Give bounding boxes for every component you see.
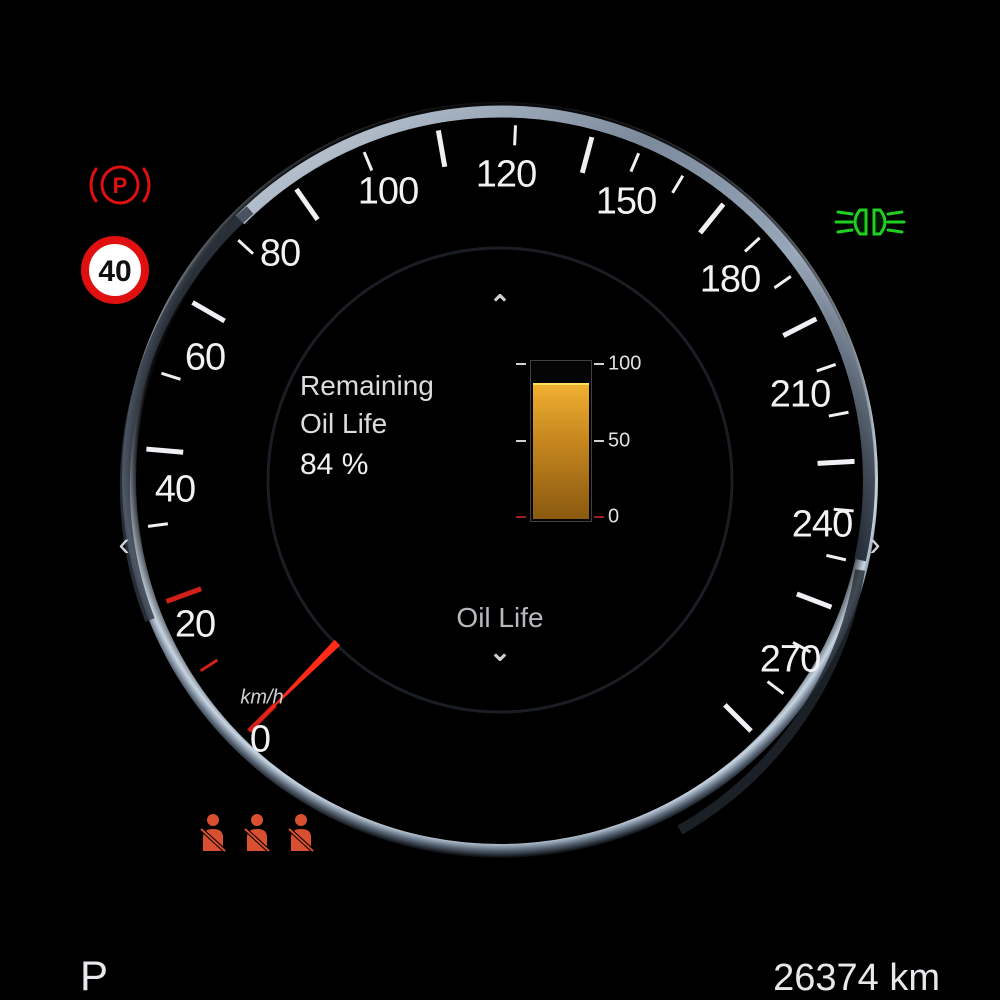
speed-mark-240: 240 [792,504,852,547]
exterior-lights-icon [830,200,910,244]
oil-scale-100: 100 [608,353,641,376]
nav-down-arrow[interactable]: ⌄ [489,637,511,668]
info-line2: Oil Life [300,408,387,440]
nav-up-arrow[interactable]: ⌃ [489,290,511,321]
speed-mark-100: 100 [358,171,418,214]
speed-mark-20: 20 [175,604,215,647]
info-line1: Remaining [300,370,434,402]
seatbelt-indicators [195,811,319,855]
gear-indicator: P [80,952,108,1000]
oil-bar-gauge [530,360,592,522]
info-bottom-label: Oil Life [456,602,543,634]
speed-limit-value: 40 [98,255,131,288]
seatbelt-icon [239,811,275,855]
seatbelt-icon [195,811,231,855]
speed-mark-40: 40 [155,469,195,512]
speed-limit-icon: 40 [80,235,150,305]
nav-right-arrow[interactable]: › [869,526,880,565]
info-value: 84 % [300,448,368,482]
parking-brake-icon: P [80,155,160,215]
speed-mark-80: 80 [260,233,300,276]
odometer: 26374 km [773,957,940,1000]
speed-unit-label: km/h [240,687,283,710]
speed-mark-120: 120 [476,154,536,197]
oil-scale-50: 50 [608,430,630,453]
speed-mark-210: 210 [770,374,830,417]
svg-text:P: P [113,173,128,198]
speedometer-gauge [0,0,1000,1000]
speed-mark-180: 180 [700,259,760,302]
speed-mark-270: 270 [760,639,820,682]
seatbelt-icon [283,811,319,855]
speed-mark-60: 60 [185,337,225,380]
speed-mark-150: 150 [596,181,656,224]
nav-left-arrow[interactable]: ‹ [118,526,129,565]
speed-mark-0: 0 [250,719,270,762]
oil-scale-0: 0 [608,506,619,529]
